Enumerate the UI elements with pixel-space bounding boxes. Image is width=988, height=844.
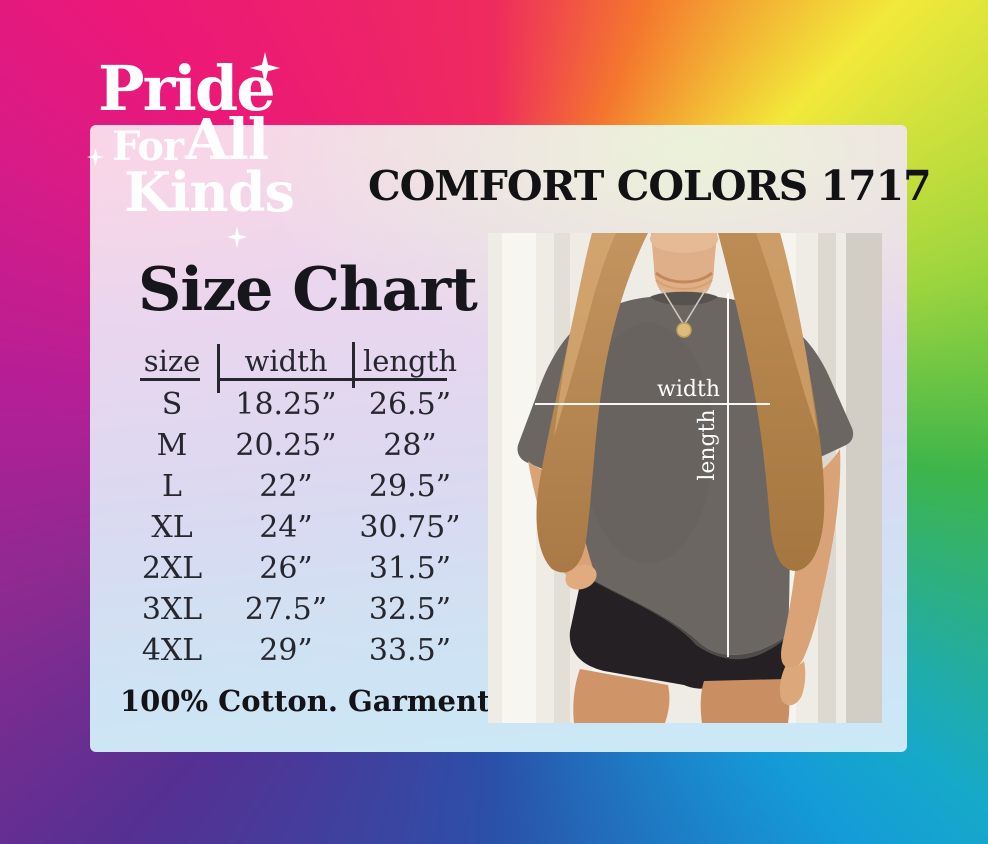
table-row: XL 24” 30.75” (128, 507, 464, 548)
table-row: M 20.25” 28” (128, 425, 464, 466)
table-row: 2XL 26” 31.5” (128, 548, 464, 589)
cell-width: 18.25” (235, 387, 337, 422)
product-title: COMFORT COLORS 1717 (368, 162, 932, 210)
cell-size: 2XL (141, 551, 203, 586)
cell-size: S (161, 387, 183, 422)
table-rule-main (219, 378, 447, 381)
cell-width: 29” (259, 633, 313, 668)
table-row: 3XL 27.5” 32.5” (128, 589, 464, 630)
brand-word-all: All (185, 107, 269, 173)
brand-word-for: For (112, 123, 184, 170)
table-row: S 18.25” 26.5” (128, 384, 464, 425)
cell-length: 33.5” (368, 633, 452, 668)
model-illustration: width length (488, 233, 882, 723)
cell-length: 26.5” (368, 387, 452, 422)
pendant-disc (676, 322, 692, 338)
cell-size: L (162, 469, 182, 504)
cell-length: 29.5” (368, 469, 452, 504)
cell-length: 32.5” (368, 592, 452, 627)
column-header-length: length (362, 344, 457, 378)
table-divider-2 (352, 342, 355, 388)
tshirt-collar (650, 291, 718, 306)
cell-size: 3XL (141, 592, 203, 627)
cell-size: 4XL (141, 633, 203, 668)
choker-necklace (655, 271, 713, 284)
cell-length: 28” (383, 428, 437, 463)
cell-length: 31.5” (368, 551, 452, 586)
cell-width: 24” (259, 510, 313, 545)
table-divider-1 (217, 344, 220, 393)
model-leg (573, 669, 670, 723)
width-label: width (657, 377, 720, 402)
length-label: length (695, 409, 720, 480)
cell-length: 30.75” (359, 510, 461, 545)
cell-size: XL (151, 510, 193, 545)
cell-size: M (156, 428, 188, 463)
size-chart-title: Size Chart (138, 255, 478, 325)
cell-width: 26” (259, 551, 313, 586)
model-leg (700, 679, 790, 723)
cell-width: 22” (259, 469, 313, 504)
brand-word-pride: Pride (98, 52, 276, 125)
cell-width: 20.25” (235, 428, 337, 463)
table-row: 4XL 29” 33.5” (128, 630, 464, 671)
model-photo: width length (488, 233, 882, 723)
size-table: size width length S 18.25” 26.5” M 20.25… (128, 338, 464, 671)
column-header-width: width (244, 344, 328, 378)
size-table-header: size width length (128, 338, 464, 384)
column-header-size: size (143, 344, 201, 378)
table-rule-under-size (140, 378, 200, 381)
brand-word-kinds: Kinds (124, 160, 295, 224)
table-row: L 22” 29.5” (128, 466, 464, 507)
model-hair (536, 233, 648, 573)
cell-width: 27.5” (244, 592, 328, 627)
bike-shorts (569, 575, 792, 692)
size-table-rows: S 18.25” 26.5” M 20.25” 28” L 22” 29.5” … (128, 384, 464, 671)
